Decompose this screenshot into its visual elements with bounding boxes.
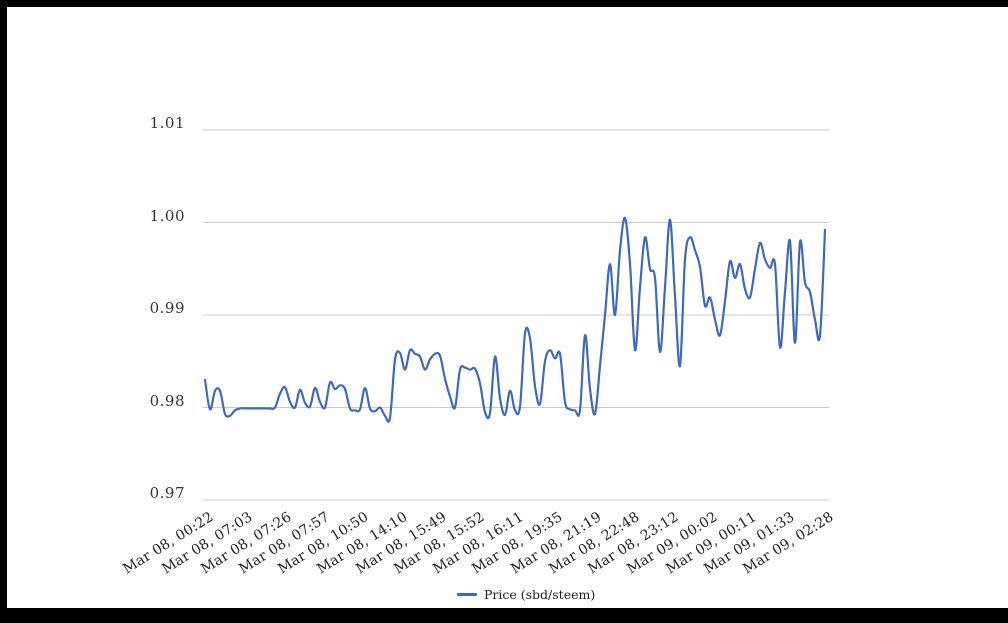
legend-label: Price (sbd/steem) bbox=[484, 587, 596, 602]
legend-line-swatch bbox=[457, 593, 477, 596]
gridlines bbox=[203, 129, 829, 501]
legend[interactable]: Price (sbd/steem) bbox=[457, 587, 595, 602]
y-tick-label: 1.00 bbox=[149, 206, 185, 225]
chart-surface: 1.01 1.00 0.99 0.98 0.97 Mar 08, 00:22 Mar 08… bbox=[7, 7, 1008, 608]
y-tick-label: 0.98 bbox=[149, 391, 185, 410]
price-line-chart[interactable] bbox=[7, 7, 1008, 623]
y-tick-label: 0.97 bbox=[149, 484, 185, 502]
price-series-line[interactable] bbox=[203, 216, 827, 423]
y-tick-label: 0.99 bbox=[149, 299, 185, 317]
y-tick-label: 1.01 bbox=[149, 114, 185, 132]
